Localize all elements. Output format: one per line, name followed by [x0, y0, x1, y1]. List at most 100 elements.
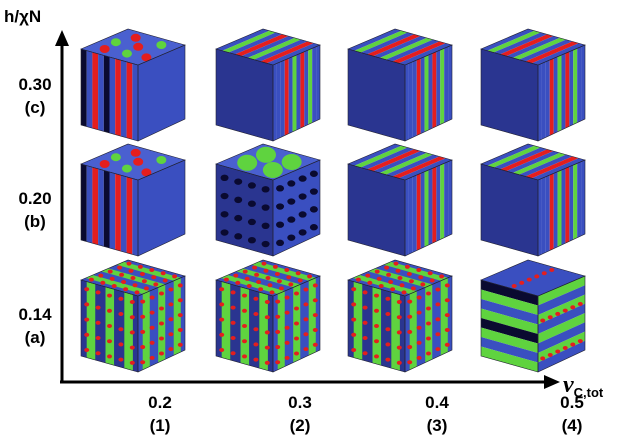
morphology-cube — [81, 260, 185, 372]
domain — [129, 269, 134, 273]
domain — [310, 171, 318, 177]
domain — [130, 346, 135, 350]
domain — [313, 298, 318, 302]
lamella — [546, 175, 550, 252]
lamella — [436, 50, 440, 126]
domain — [168, 287, 173, 291]
column-tag: (2) — [290, 416, 311, 435]
domain — [100, 45, 110, 53]
domain — [578, 339, 583, 343]
domain — [151, 275, 156, 279]
domain — [313, 328, 318, 332]
domain — [142, 279, 147, 283]
domain — [570, 305, 575, 309]
morphology-cube — [348, 29, 452, 141]
domain — [265, 361, 270, 365]
domain — [385, 297, 390, 301]
domain — [287, 216, 295, 222]
lamella — [565, 167, 569, 244]
domain — [270, 290, 275, 294]
domain — [138, 265, 143, 269]
domain — [299, 193, 307, 199]
morphology-cube — [81, 144, 185, 256]
lamella — [316, 45, 320, 121]
domain — [121, 280, 126, 284]
domain — [407, 300, 412, 304]
domain — [263, 162, 283, 178]
domain — [356, 278, 361, 282]
domain — [96, 290, 101, 294]
lamella — [127, 177, 133, 255]
domain — [426, 352, 431, 356]
lamella — [92, 167, 98, 245]
domain — [131, 149, 141, 157]
domain — [276, 221, 284, 227]
domain — [420, 282, 425, 286]
domain — [111, 38, 121, 46]
domain — [435, 332, 440, 336]
lamella — [573, 163, 577, 239]
lamella — [87, 166, 93, 244]
domain — [417, 341, 422, 345]
domain — [254, 273, 259, 277]
domain — [127, 262, 132, 266]
lamella — [425, 55, 429, 132]
domain — [418, 275, 423, 279]
domain — [243, 270, 248, 274]
domain — [548, 315, 553, 319]
lamella — [293, 55, 297, 132]
lamella — [432, 52, 436, 129]
domain — [363, 321, 368, 325]
domain — [445, 328, 450, 332]
domain — [426, 307, 431, 311]
column-tag: (4) — [562, 416, 583, 435]
domain — [534, 274, 539, 278]
domain — [235, 281, 240, 285]
domain — [377, 277, 382, 281]
domain — [107, 324, 112, 328]
lamella — [577, 47, 581, 123]
domain — [256, 147, 276, 163]
row-tag: (b) — [24, 212, 46, 231]
domain — [313, 343, 318, 347]
domain — [224, 278, 229, 282]
domain — [156, 156, 166, 164]
domain — [159, 292, 164, 296]
domain — [405, 265, 410, 269]
domain — [107, 354, 112, 358]
domain — [231, 306, 236, 310]
domain — [84, 333, 89, 337]
domain — [385, 342, 390, 346]
domain — [400, 283, 405, 287]
domain — [570, 343, 575, 347]
lamella — [581, 160, 585, 236]
domain — [265, 346, 270, 350]
domain — [407, 345, 412, 349]
domain — [409, 279, 414, 283]
domain — [111, 153, 121, 161]
domain — [107, 294, 112, 298]
domain — [150, 311, 155, 315]
domain — [84, 287, 89, 291]
domain — [150, 356, 155, 360]
domain — [221, 229, 229, 235]
lamella — [429, 53, 433, 130]
domain — [426, 292, 431, 296]
domain — [140, 345, 145, 349]
morphology-cube — [216, 29, 320, 141]
domain — [385, 327, 390, 331]
domain — [178, 298, 183, 302]
domain — [234, 233, 242, 239]
lamella — [409, 62, 413, 140]
column-value: 0.5 — [560, 393, 584, 412]
domain — [285, 356, 290, 360]
lamella — [277, 62, 281, 140]
lamella — [300, 52, 304, 129]
domain — [397, 346, 402, 350]
domain — [265, 330, 270, 334]
domain — [110, 277, 115, 281]
row-value: 0.20 — [18, 189, 51, 208]
domain — [248, 219, 256, 225]
domain — [540, 356, 545, 360]
domain — [168, 302, 173, 306]
